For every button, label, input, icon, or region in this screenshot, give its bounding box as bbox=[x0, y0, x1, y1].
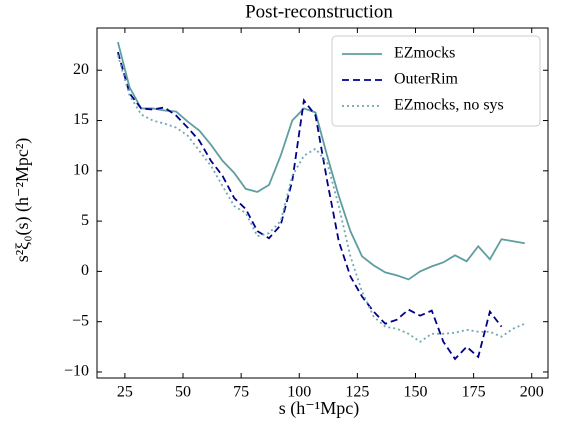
y-tick-label: −10 bbox=[64, 363, 89, 380]
x-tick-label: 25 bbox=[117, 384, 133, 401]
series-line bbox=[117, 54, 526, 343]
series-line bbox=[117, 51, 503, 361]
chart-title: Post-reconstruction bbox=[245, 1, 393, 22]
x-tick-label: 150 bbox=[403, 384, 427, 401]
x-tick-label: 125 bbox=[345, 384, 369, 401]
x-tick-label: 75 bbox=[233, 384, 249, 401]
x-tick-label: 50 bbox=[175, 384, 191, 401]
y-tick-label: 20 bbox=[73, 61, 89, 78]
y-tick-label: 0 bbox=[81, 262, 89, 279]
plot-frame bbox=[96, 27, 549, 379]
y-tick-label: 10 bbox=[73, 161, 89, 178]
x-tick-label: 175 bbox=[462, 384, 486, 401]
x-tick-label: 200 bbox=[520, 384, 544, 401]
legend-box bbox=[331, 35, 541, 127]
x-axis-label: s (h⁻¹Mpc) bbox=[279, 398, 359, 419]
y-axis-label: s²ξ₀(s) (h⁻²Mpc²) bbox=[12, 138, 33, 262]
legend-label: EZmocks, no sys bbox=[394, 97, 504, 114]
y-tick-label: −5 bbox=[72, 312, 89, 329]
series-line bbox=[117, 41, 525, 281]
y-tick-label: 15 bbox=[73, 111, 89, 128]
legend-label: OuterRim bbox=[394, 71, 459, 88]
y-tick-label: 5 bbox=[81, 212, 89, 229]
legend-label: EZmocks bbox=[394, 45, 455, 62]
x-tick-label: 100 bbox=[287, 384, 311, 401]
